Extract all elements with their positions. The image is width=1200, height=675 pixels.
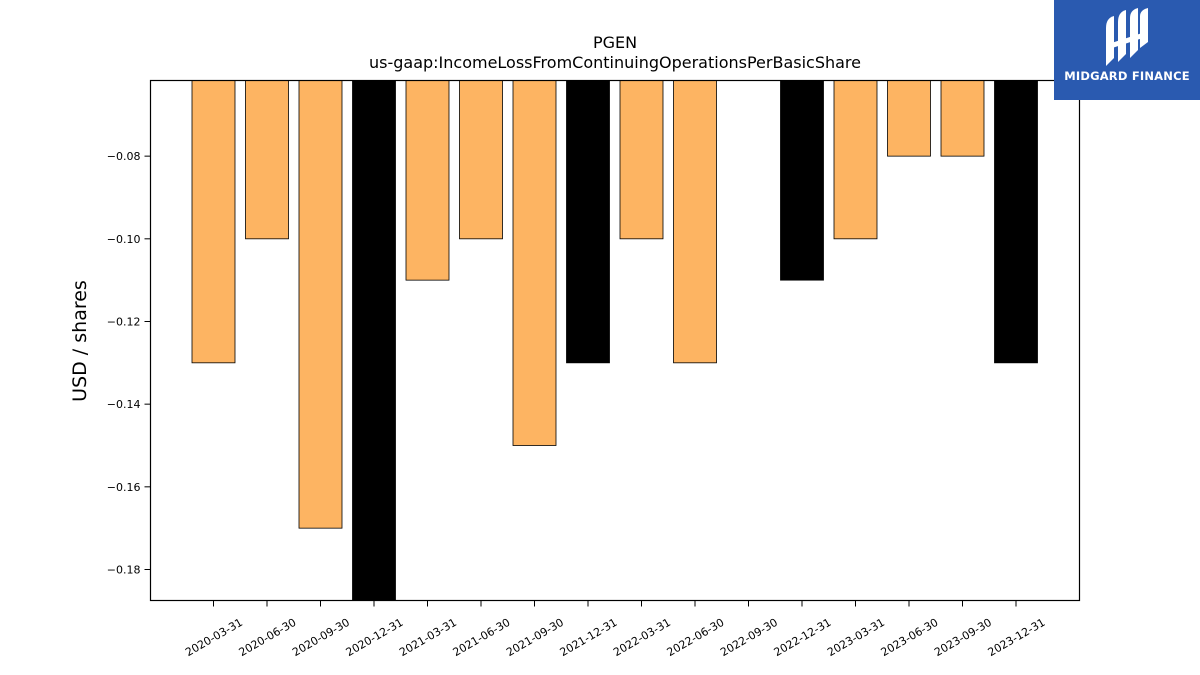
x-tick-label: 2021-03-31	[397, 616, 459, 659]
x-tick-label: 2023-06-30	[879, 616, 941, 659]
bars-group	[191, 80, 1038, 601]
chart-title: PGEN	[593, 33, 637, 52]
bar-2020-03-31	[191, 80, 236, 364]
y-tick-label: −0.14	[107, 398, 141, 411]
bar-2020-09-30	[298, 80, 343, 529]
logo-text: MIDGARD FINANCE	[1064, 69, 1190, 83]
plot-area-frame	[149, 79, 1081, 602]
bar-2021-03-31	[405, 80, 450, 281]
x-tick-label: 2022-03-31	[611, 616, 673, 659]
bar-2023-06-30	[887, 80, 931, 157]
bar-2021-06-30	[459, 80, 503, 240]
midgard-logo-icon	[1106, 8, 1148, 66]
bar-2021-12-31	[566, 80, 610, 364]
y-tick-label: −0.18	[107, 563, 141, 576]
y-tick-label: −0.08	[107, 150, 141, 163]
bar-2022-12-31	[780, 80, 824, 281]
y-axis-label: USD / shares	[69, 280, 91, 402]
x-tick-label: 2020-06-30	[237, 616, 299, 659]
x-tick-label: 2022-09-30	[718, 616, 780, 659]
x-tick-label: 2020-12-31	[344, 616, 406, 659]
chart-subtitle: us-gaap:IncomeLossFromContinuingOperatio…	[369, 53, 861, 72]
x-tick-label: 2023-12-31	[986, 616, 1048, 659]
x-tick-label: 2021-06-30	[451, 616, 513, 659]
x-axis-ticks: 2020-03-312020-06-302020-09-302020-12-31…	[183, 600, 1048, 659]
bar-2022-03-31	[619, 80, 664, 240]
bar-2020-06-30	[245, 80, 289, 240]
x-tick-label: 2021-12-31	[558, 616, 620, 659]
x-tick-label: 2020-03-31	[183, 616, 245, 659]
bar-2022-06-30	[673, 80, 717, 364]
x-tick-label: 2023-03-31	[825, 616, 887, 659]
y-tick-label: −0.10	[107, 233, 141, 246]
bar-2023-03-31	[833, 80, 878, 240]
bar-2023-09-30	[940, 80, 985, 157]
x-tick-label: 2021-09-30	[504, 616, 566, 659]
bar-2021-09-30	[512, 80, 557, 446]
y-tick-label: −0.12	[107, 315, 141, 328]
x-tick-label: 2020-09-30	[290, 616, 352, 659]
midgard-finance-logo: MIDGARD FINANCE	[1054, 0, 1200, 100]
bar-2020-12-31	[352, 80, 396, 601]
x-tick-label: 2022-12-31	[772, 616, 834, 659]
y-axis-ticks: −0.08 −0.10 −0.12 −0.14 −0.16 −0.18	[107, 150, 151, 576]
bar-2023-12-31	[994, 80, 1038, 364]
y-tick-label: −0.16	[107, 481, 141, 494]
x-tick-label: 2022-06-30	[665, 616, 727, 659]
x-tick-label: 2023-09-30	[932, 616, 994, 659]
